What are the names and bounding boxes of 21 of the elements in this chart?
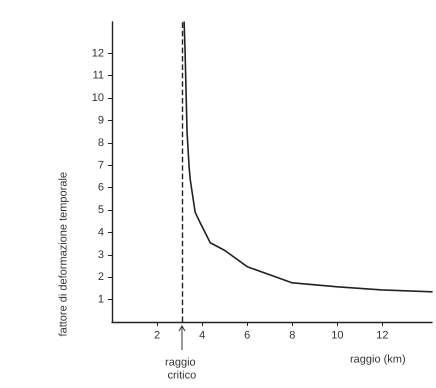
x-tick-label: 10 [331, 330, 344, 342]
y-tick-label: 5 [98, 204, 104, 216]
y-tick-label: 4 [98, 226, 104, 238]
y-tick-label: 2 [98, 271, 104, 284]
y-tick-label: 10 [92, 92, 104, 104]
y-tick-label: 9 [98, 114, 104, 127]
x-tick-label: 12 [376, 330, 389, 342]
y-tick-label: 6 [98, 182, 104, 194]
y-tick-label: 11 [92, 70, 104, 82]
x-tick-label: 6 [244, 330, 250, 342]
x-axis-title: raggio (km) [350, 354, 406, 366]
ref-line-label: raggio critico [165, 356, 199, 382]
y-tick-label: 8 [98, 136, 104, 149]
y-tick-label: 3 [98, 248, 104, 261]
y-axis-title: fattore di deformazione temporale [58, 172, 70, 336]
x-tick-label: 4 [199, 330, 206, 342]
y-tick-label: 12 [92, 47, 104, 60]
x-tick-label: 8 [289, 330, 296, 342]
x-tick-label: 2 [154, 330, 160, 342]
y-tick-label: 1 [98, 294, 104, 306]
y-tick-label: 7 [98, 159, 104, 172]
